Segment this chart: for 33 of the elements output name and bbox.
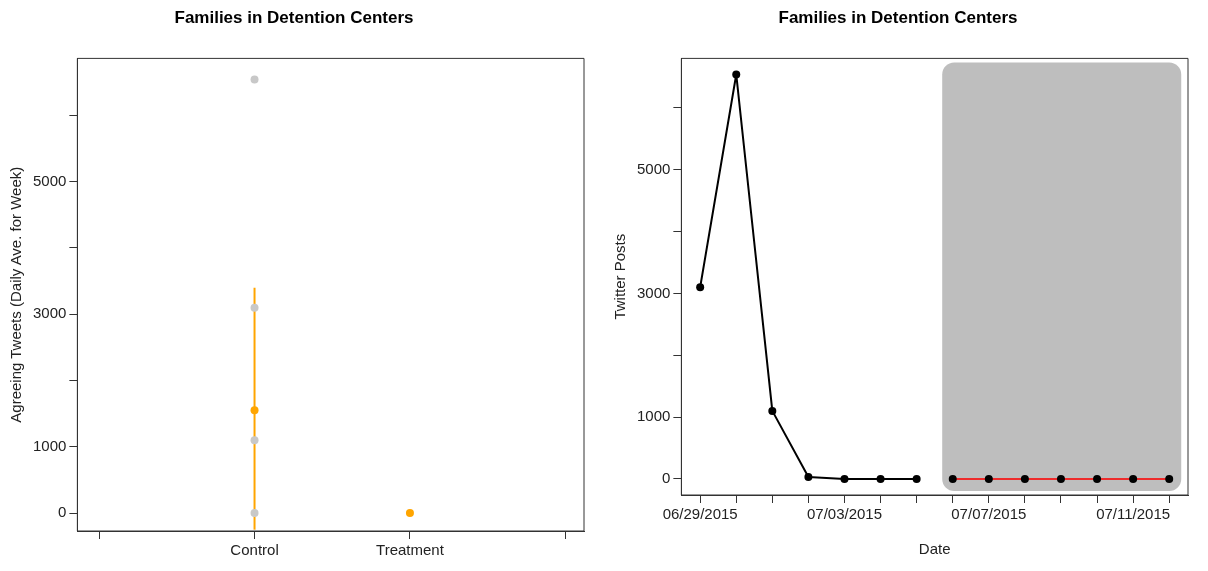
- chart-title: Families in Detention Centers: [778, 7, 1018, 27]
- x-tick-label: 06/29/2015: [662, 505, 738, 523]
- point: [984, 474, 993, 483]
- point: [804, 473, 813, 482]
- point: [1056, 474, 1065, 483]
- point: [1165, 474, 1174, 483]
- y-tick-label: 5000: [636, 159, 671, 177]
- y-tick-label: 0: [58, 503, 67, 521]
- y-tick-label: 3000: [636, 283, 671, 301]
- y-tick-label: 1000: [32, 436, 67, 454]
- point: [768, 406, 777, 415]
- y-axis-title: Agreeing Tweets (Daily Ave. for Week): [7, 166, 25, 423]
- point: [1020, 474, 1029, 483]
- x-tick-label: 07/11/2015: [1096, 505, 1171, 523]
- x-tick-label: 07/07/2015: [951, 505, 1027, 523]
- y-tick-label: 3000: [32, 304, 67, 322]
- point: [840, 474, 849, 483]
- point: [696, 283, 705, 292]
- point: [732, 70, 741, 79]
- point: [912, 474, 921, 483]
- x-tick-label: Treatment: [376, 541, 445, 559]
- x-axis-title: Date: [918, 540, 951, 558]
- y-tick-label: 5000: [32, 171, 67, 189]
- x-tick-label: Control: [230, 541, 279, 559]
- point: [876, 474, 885, 483]
- y-axis-title: Twitter Posts: [611, 233, 629, 320]
- point: [948, 474, 957, 483]
- y-tick-label: 1000: [636, 407, 671, 425]
- point: [1129, 474, 1138, 483]
- y-tick-label: 0: [662, 469, 671, 487]
- x-tick-label: 07/03/2015: [806, 505, 883, 523]
- point: [1093, 474, 1102, 483]
- chart-title: Families in Detention Centers: [174, 7, 414, 27]
